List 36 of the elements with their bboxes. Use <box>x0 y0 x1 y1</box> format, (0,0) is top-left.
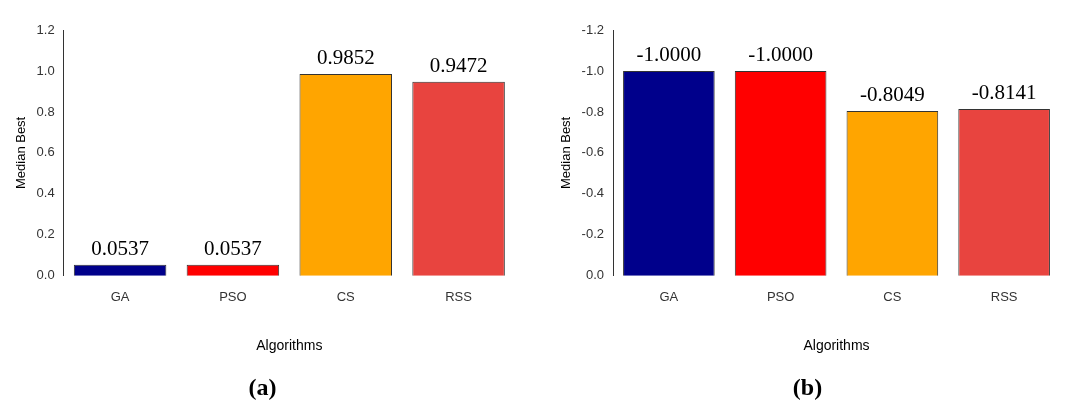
x-tick-label: GA <box>110 289 130 305</box>
x-tick-label: PSO <box>219 289 247 305</box>
data-label: -0.8049 <box>860 81 925 106</box>
x-tick-label: RSS <box>990 289 1018 305</box>
y-tick-label: -0.8 <box>581 103 604 119</box>
y-tick-label: 1.2 <box>36 21 55 37</box>
data-label: -1.0000 <box>636 41 702 66</box>
y-axis-title: Median Best <box>13 116 29 190</box>
y-tick-label: 0.8 <box>36 103 55 119</box>
x-axis-title: Algorithms <box>256 336 323 353</box>
y-tick-label: 0.4 <box>36 185 55 201</box>
y-tick-label: -0.6 <box>581 144 604 160</box>
x-tick-label: GA <box>659 289 679 305</box>
x-axis-title: Algorithms <box>803 336 870 353</box>
x-tick-label: PSO <box>766 289 795 305</box>
data-label: -0.8141 <box>971 80 1037 105</box>
y-tick-label: 0.2 <box>36 226 55 242</box>
text: (a) <box>248 373 277 400</box>
x-tick-label: CS <box>336 289 356 305</box>
y-tick-label: -0.4 <box>581 185 604 201</box>
data-label: 0.9852 <box>316 45 375 70</box>
data-label: 0.0537 <box>91 235 149 260</box>
text: (b) <box>792 373 823 400</box>
y-tick-label: -1.0 <box>581 62 604 78</box>
y-tick-label: -0.2 <box>581 226 604 242</box>
y-tick-label: 1.0 <box>36 62 55 78</box>
y-tick-label: -1.2 <box>581 21 604 37</box>
data-label: 0.9472 <box>429 52 488 77</box>
y-tick-label: 0.0 <box>585 267 604 283</box>
x-tick-label: CS <box>883 289 902 305</box>
y-tick-label: 0.6 <box>36 144 55 160</box>
y-tick-label: 0.0 <box>36 267 55 283</box>
data-label: -1.0000 <box>748 41 813 66</box>
data-label: 0.0537 <box>204 235 262 260</box>
x-tick-label: RSS <box>445 289 473 305</box>
y-axis-title: Median Best <box>558 116 574 190</box>
